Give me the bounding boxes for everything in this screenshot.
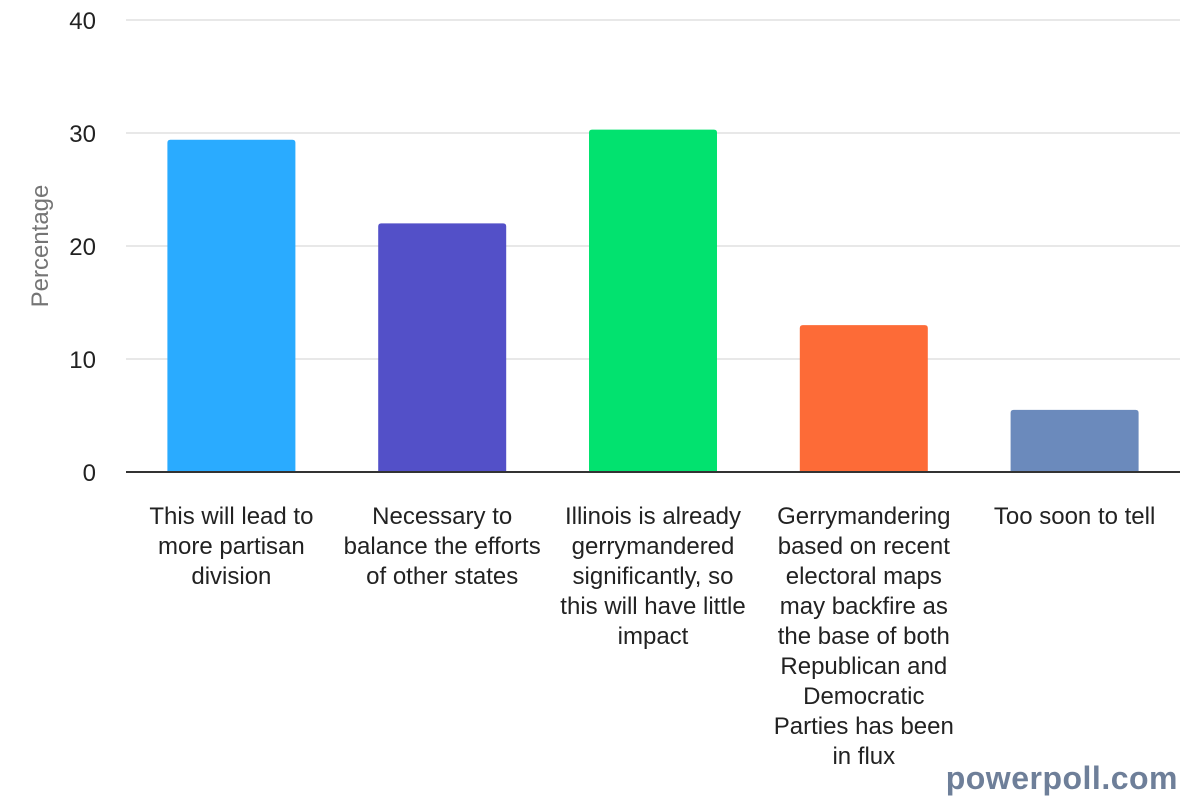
y-tick-label: 10 (69, 347, 96, 374)
y-tick-label: 30 (69, 121, 96, 148)
bar (378, 223, 507, 472)
y-tick-label: 20 (69, 234, 96, 261)
bar (1010, 409, 1139, 472)
bar (589, 129, 717, 473)
x-tick-label: Illinois is already gerrymandered signif… (560, 503, 746, 650)
y-axis-label: Percentage (27, 185, 54, 308)
y-tick-label: 40 (69, 8, 96, 35)
bar (799, 325, 928, 472)
y-axis-ticks: 0 10 20 30 40 (69, 8, 96, 487)
y-tick-label: 0 (83, 460, 96, 487)
bar (167, 139, 296, 472)
bars (167, 129, 1139, 473)
x-tick-label: Too soon to tell (993, 503, 1156, 530)
x-tick-label: Gerrymandering based on recent electoral… (773, 503, 954, 770)
watermark: powerpoll.com (945, 760, 1178, 796)
x-tick-label: Necessary to balance the efforts of othe… (343, 503, 541, 590)
x-tick-label: This will lead to more partisan division (149, 503, 314, 590)
